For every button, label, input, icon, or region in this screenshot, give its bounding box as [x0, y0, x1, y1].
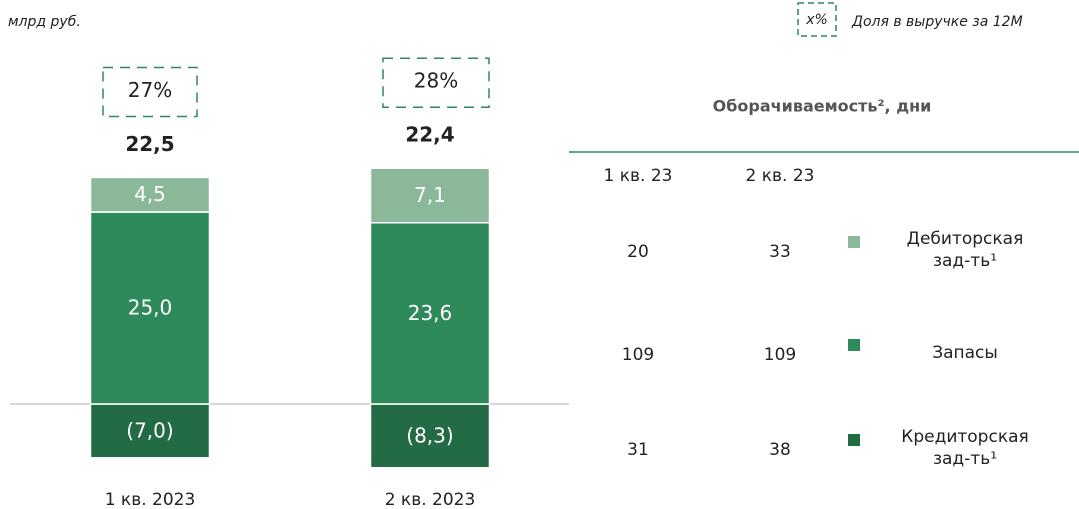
table-cell: 31	[627, 440, 649, 460]
value-label: (8,3)	[406, 423, 453, 447]
share-box	[382, 57, 490, 108]
total-label: 22,4	[405, 123, 454, 147]
x-tick-label: 2 кв. 2023	[385, 490, 476, 509]
legend-item: Запасы	[932, 343, 998, 363]
bar-segment	[89, 176, 211, 213]
table-cell: 33	[769, 242, 791, 262]
legend-item: Кредиторская зад-ть¹	[901, 427, 1029, 469]
legend-sample: x%	[805, 12, 828, 28]
legend-label: Дебиторская зад-ть¹	[906, 229, 1024, 271]
legend-box	[797, 2, 837, 37]
column-header: 2 кв. 23	[746, 166, 815, 186]
legend-swatch	[848, 236, 860, 248]
value-label: 7,1	[414, 183, 446, 207]
bar-segment	[369, 222, 491, 405]
value-label: (7,0)	[126, 418, 173, 442]
table-cell: 109	[622, 345, 654, 365]
legend-item: Дебиторская зад-ть¹	[906, 229, 1024, 271]
table-title: Оборачиваемость², дни	[713, 97, 932, 116]
value-label: 25,0	[128, 296, 173, 320]
share-box	[102, 66, 198, 118]
bar-segment	[89, 403, 211, 459]
share-label: 28%	[414, 69, 458, 93]
unit-label: млрд руб.	[8, 14, 81, 30]
table-cell: 20	[627, 242, 649, 262]
bar-segment	[369, 167, 491, 224]
bar-segment	[369, 403, 491, 469]
value-label: 4,5	[134, 182, 166, 206]
legend-text: Доля в выручке за 12М	[851, 14, 1023, 30]
share-label: 27%	[128, 78, 172, 102]
value-label: 23,6	[408, 301, 453, 325]
legend-label: Запасы	[932, 343, 998, 363]
table-cell: 109	[764, 345, 796, 365]
legend-swatch	[848, 434, 860, 446]
legend-label: Кредиторская зад-ть¹	[901, 427, 1029, 469]
total-label: 22,5	[125, 132, 174, 156]
legend-swatch	[848, 339, 860, 351]
x-tick-label: 1 кв. 2023	[105, 490, 196, 509]
table-cell: 38	[769, 440, 791, 460]
column-header: 1 кв. 23	[604, 166, 673, 186]
